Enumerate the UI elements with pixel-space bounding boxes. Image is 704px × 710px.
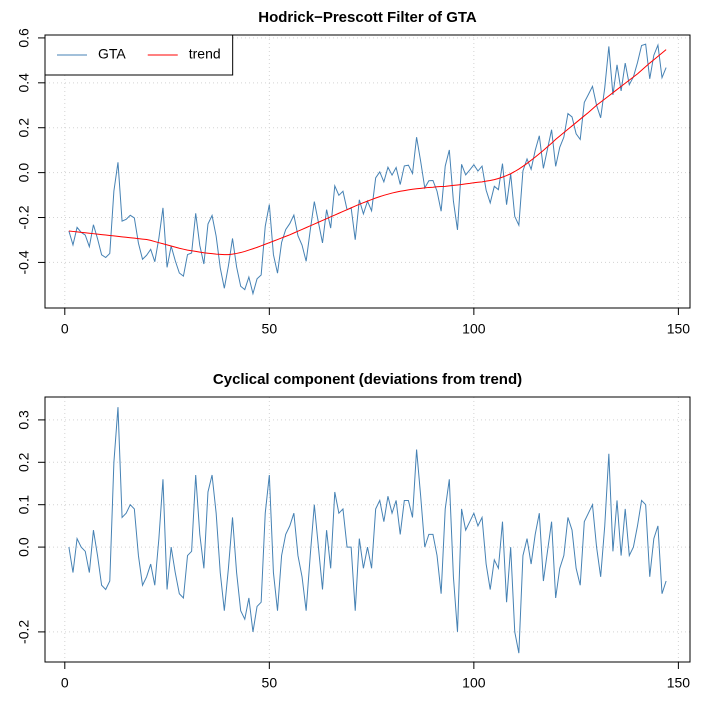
chart-panel: Cyclical component (deviations from tren… [16,371,691,691]
x-tick-label: 150 [667,675,691,691]
plot-frame [44,34,691,309]
data-line [68,407,667,654]
x-tick-label: 100 [462,321,486,337]
x-tick-label: 0 [61,675,69,691]
x-tick-label: 50 [262,675,278,691]
x-tick-label: 150 [667,321,691,337]
legend-label: GTA [98,46,126,62]
chart-title: Cyclical component (deviations from tren… [213,371,522,388]
y-tick-label: 0.4 [16,73,32,93]
y-tick-label: 0.0 [16,163,32,183]
y-tick-label: -0.2 [16,620,32,644]
y-tick-label: 0.2 [16,118,32,138]
data-line [68,49,667,256]
legend: GTA trend [44,34,234,76]
y-tick-label: -0.4 [16,250,32,274]
data-line [68,43,667,296]
y-tick-label: 0.0 [16,537,32,557]
x-tick-label: 0 [61,321,69,337]
y-tick-label: 0.3 [16,410,32,430]
plot-frame [44,396,691,663]
y-tick-label: -0.2 [16,205,32,229]
y-tick-label: 0.2 [16,452,32,472]
legend-label: trend [189,46,221,62]
chart-panel: Hodrick−Prescott Filter of GTA 0 50 100 150 -… [16,9,691,337]
x-tick-label: 100 [462,675,486,691]
chart-title: Hodrick−Prescott Filter of GTA [258,9,477,26]
y-tick-label: 0.1 [16,495,32,515]
y-tick-label: 0.6 [16,28,32,48]
x-tick-label: 50 [262,321,278,337]
